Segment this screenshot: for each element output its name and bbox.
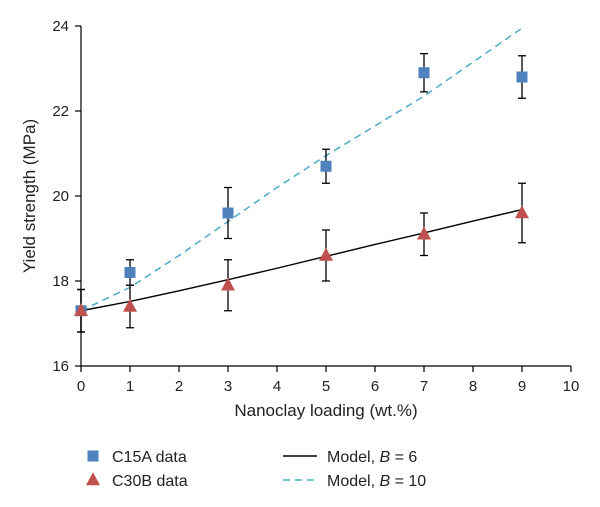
x-tick-label: 9 xyxy=(518,378,526,395)
legend-c30b-label: C30B data xyxy=(112,473,188,490)
c30b-data-point xyxy=(319,247,333,261)
legend-c30b-marker xyxy=(86,472,100,486)
c30b-data-point xyxy=(74,302,88,316)
x-tick-label: 5 xyxy=(322,378,330,395)
c15a-data-point xyxy=(418,67,430,79)
y-tick-label: 16 xyxy=(52,358,69,375)
legend-c15a-marker xyxy=(87,450,99,462)
data-points xyxy=(74,52,529,333)
y-tick-label: 22 xyxy=(52,103,69,120)
legend-c15a-label: C15A data xyxy=(112,449,187,466)
legend-label-suffix: = 6 xyxy=(390,449,417,466)
c30b-data-point xyxy=(123,298,137,312)
x-tick-label: 2 xyxy=(175,378,183,395)
axis-labels: Nanoclay loading (wt.%) Yield strength (… xyxy=(20,119,418,420)
c15a-data-point xyxy=(516,71,528,83)
model-lines xyxy=(80,27,523,312)
model-b10-line xyxy=(80,27,523,312)
model-b6-line xyxy=(80,208,523,312)
c15a-data-point xyxy=(320,160,332,172)
x-tick-label: 10 xyxy=(563,378,580,395)
x-tick-label: 8 xyxy=(469,378,477,395)
x-tick-label: 0 xyxy=(77,378,85,395)
legend-label-suffix: = 10 xyxy=(390,473,426,490)
y-axis-label: Yield strength (MPa) xyxy=(20,119,39,273)
x-tick-label: 6 xyxy=(371,378,379,395)
x-tick-label: 3 xyxy=(224,378,232,395)
x-tick-label: 4 xyxy=(273,378,281,395)
y-tick-label: 18 xyxy=(52,273,69,290)
legend-label-prefix: Model, xyxy=(327,449,379,466)
x-tick-label: 7 xyxy=(420,378,428,395)
c15a-data-point xyxy=(124,267,136,278)
y-tick-label: 24 xyxy=(52,18,69,35)
c30b-data-point xyxy=(221,277,235,291)
c30b-data-point xyxy=(417,226,431,240)
c30b-data-point xyxy=(515,205,529,219)
x-axis-label: Nanoclay loading (wt.%) xyxy=(234,401,417,420)
legend-label-var: B xyxy=(379,449,390,466)
legend-label-var: B xyxy=(379,473,390,490)
c15a-data-point xyxy=(222,207,234,219)
y-tick-label: 20 xyxy=(52,188,69,205)
legend-label-prefix: Model, xyxy=(327,473,379,490)
legend-model-b10-label: Model, B = 10 xyxy=(327,473,426,490)
axes: 0 1 2 3 4 5 6 7 8 9 10 16 18 20 22 24 xyxy=(52,18,579,395)
x-tick-label: 1 xyxy=(126,378,134,395)
legend-model-b6-label: Model, B = 6 xyxy=(327,449,417,466)
